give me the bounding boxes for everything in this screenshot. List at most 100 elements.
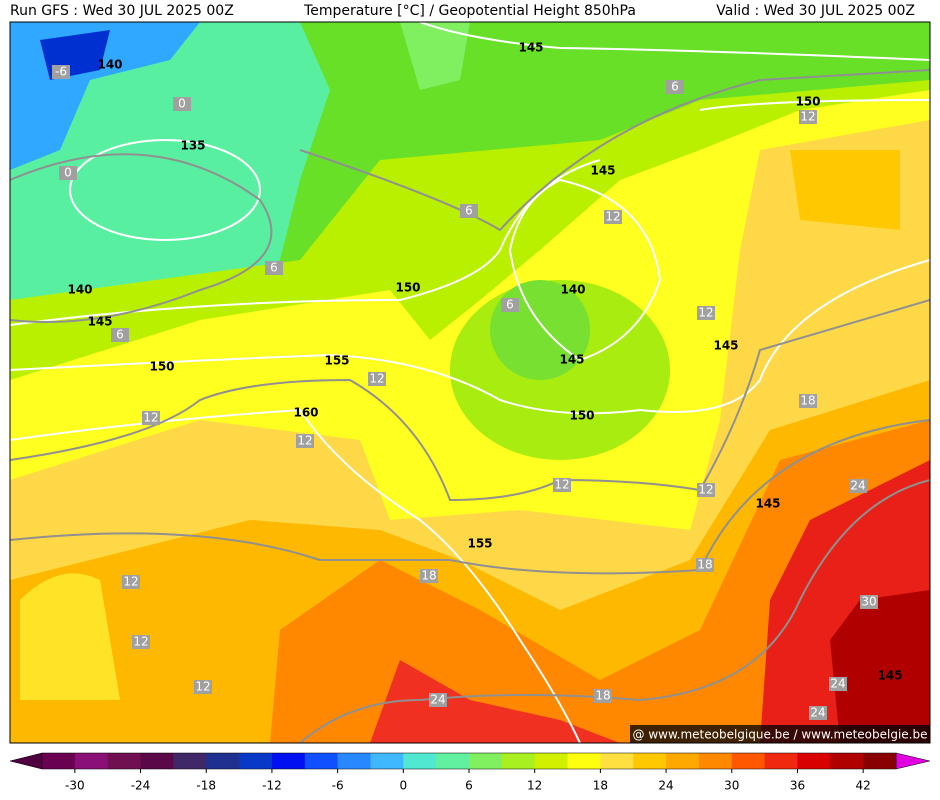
- colorbar-segment: [666, 753, 700, 769]
- height-label: 160: [293, 406, 318, 420]
- temperature-label: 12: [143, 411, 158, 425]
- colorbar-segment: [600, 753, 634, 769]
- temperature-label: 18: [595, 689, 610, 703]
- temperature-label: 6: [116, 328, 124, 342]
- temperature-label: 18: [800, 394, 815, 408]
- height-label: 145: [518, 41, 543, 55]
- colorbar-tick-label: 6: [465, 779, 473, 793]
- temperature-label-box: [460, 204, 478, 218]
- height-label: 155: [324, 354, 349, 368]
- temperature-label: 24: [850, 479, 865, 493]
- temperature-label-box: [697, 483, 715, 497]
- colorbar-segment: [74, 753, 109, 769]
- temperature-label-box: [265, 261, 283, 275]
- colorbar-segment: [698, 753, 733, 769]
- colorbar-segment: [337, 753, 371, 769]
- run-info: Run GFS : Wed 30 JUL 2025 00Z: [10, 3, 234, 19]
- temperature-label: 6: [506, 298, 514, 312]
- temperature-label: 12: [698, 306, 713, 320]
- temperature-label-box: [52, 65, 70, 79]
- temperature-label: 24: [830, 677, 845, 691]
- map-title: Temperature [°C] / Geopotential Height 8…: [303, 3, 636, 19]
- colorbar-tick-label: -24: [131, 779, 151, 793]
- height-label: 145: [87, 315, 112, 329]
- temperature-label: 12: [195, 680, 210, 694]
- colorbar-tick-label: 24: [658, 779, 673, 793]
- temperature-label-box: [594, 689, 612, 703]
- map-field: [10, 22, 930, 743]
- colorbar-tick-label: -18: [196, 779, 216, 793]
- temperature-label: 30: [861, 595, 876, 609]
- temperature-label-box: [501, 298, 519, 312]
- temperature-label-box: [142, 411, 160, 425]
- valid-info: Valid : Wed 30 JUL 2025 00Z: [716, 3, 915, 19]
- temperature-label: 12: [554, 478, 569, 492]
- temperature-label-box: [296, 434, 314, 448]
- temperature-label: 6: [270, 261, 278, 275]
- temperature-label-box: [697, 306, 715, 320]
- colorbar-tick-label: 18: [593, 779, 608, 793]
- height-label: 150: [795, 95, 820, 109]
- temperature-label: 12: [605, 210, 620, 224]
- colorbar-segment: [107, 753, 142, 769]
- colorbar-segment: [173, 753, 207, 769]
- temperature-label-box: [420, 569, 438, 583]
- colorbar-tick-label: 30: [724, 779, 739, 793]
- colorbar-over: [895, 752, 931, 770]
- colorbar-tick-label: -6: [332, 779, 344, 793]
- colorbar-segment: [140, 753, 174, 769]
- temperature-label: 12: [133, 635, 148, 649]
- temperature-label: 24: [430, 693, 445, 707]
- temperature-label: 6: [465, 204, 473, 218]
- temperature-label-box: [173, 97, 191, 111]
- colorbar-segment: [370, 753, 404, 769]
- height-label: 150: [395, 281, 420, 295]
- temperature-label-box: [429, 693, 447, 707]
- temperature-label-box: [368, 372, 386, 386]
- temperature-label-box: [111, 328, 129, 342]
- temperature-label: 0: [178, 97, 186, 111]
- colorbar-under: [9, 752, 43, 770]
- temperature-label: 12: [297, 434, 312, 448]
- temperature-label-box: [122, 575, 140, 589]
- temperature-label: 12: [800, 110, 815, 124]
- height-label: 145: [755, 497, 780, 511]
- temperature-label-box: [666, 80, 684, 94]
- temperature-label: -6: [55, 65, 67, 79]
- colorbar-segment: [436, 753, 470, 769]
- height-label: 150: [569, 409, 594, 423]
- height-label: 155: [467, 537, 492, 551]
- temperature-label: 12: [698, 483, 713, 497]
- height-label: 145: [559, 353, 584, 367]
- height-label: 140: [560, 283, 585, 297]
- temperature-label-box: [849, 479, 867, 493]
- colorbar-segment: [863, 753, 897, 769]
- colorbar-segment: [206, 753, 240, 769]
- colorbar-segment: [271, 753, 306, 769]
- temperature-label: 18: [697, 558, 712, 572]
- temperature-label-box: [829, 677, 847, 691]
- colorbar-segment: [304, 753, 339, 769]
- colorbar-segment: [731, 753, 766, 769]
- temperature-label: 12: [123, 575, 138, 589]
- colorbar-segment: [239, 753, 273, 769]
- colorbar-segment: [764, 753, 798, 769]
- colorbar-tick-label: 0: [399, 779, 407, 793]
- temperature-label: 12: [369, 372, 384, 386]
- colorbar-segment: [567, 753, 601, 769]
- colorbar-segment: [42, 753, 76, 769]
- colorbar-tick-label: -30: [65, 779, 85, 793]
- colorbar-segment: [534, 753, 569, 769]
- height-label: 145: [590, 164, 615, 178]
- colorbar-tick-label: 12: [527, 779, 542, 793]
- height-label: 140: [67, 283, 92, 297]
- temperature-label-box: [696, 558, 714, 572]
- colorbar-tick-label: -12: [262, 779, 282, 793]
- height-label: 135: [180, 139, 205, 153]
- credit: @ www.meteobelgique.be / www.meteobelgie…: [633, 728, 928, 742]
- temperature-label: 0: [64, 166, 72, 180]
- colorbar-segment: [403, 753, 437, 769]
- temperature-label-box: [604, 210, 622, 224]
- temperature-label: 18: [421, 569, 436, 583]
